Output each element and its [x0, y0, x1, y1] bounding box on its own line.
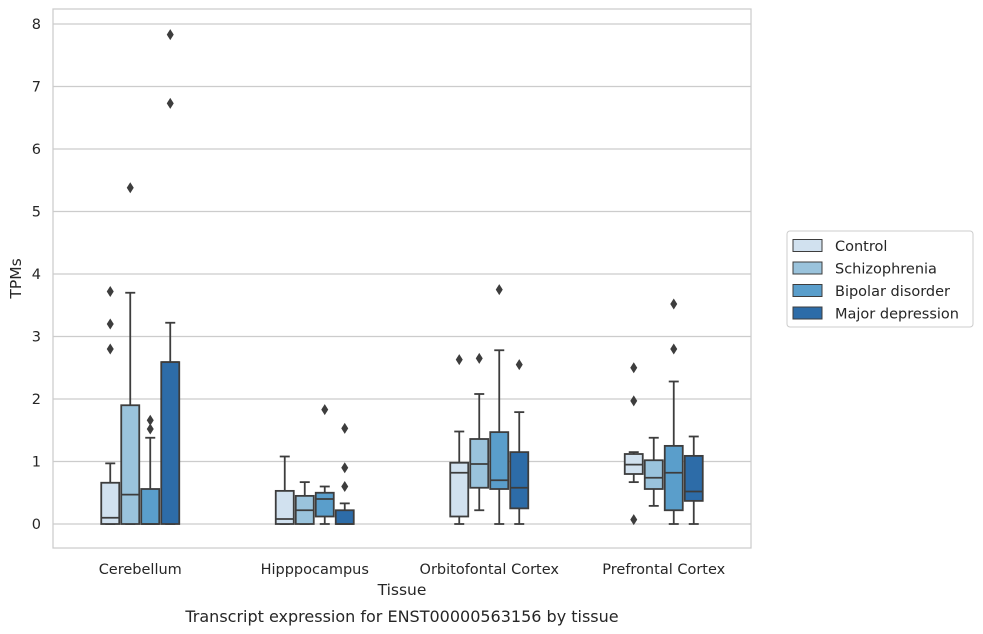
outlier-point	[341, 481, 349, 492]
box-cerebellum-control	[100, 286, 121, 525]
outlier-point	[670, 343, 678, 355]
outlier-point	[475, 352, 483, 364]
box-hipppocampus-major-depression	[334, 422, 355, 525]
box-orbitofontal-cortex-major-depression	[509, 359, 530, 525]
box-iqr	[314, 491, 335, 518]
outlier-point	[455, 354, 463, 366]
y-axis-title: TPMs	[7, 258, 25, 299]
outlier-point	[321, 404, 329, 416]
box-prefrontal-cortex-control	[623, 362, 644, 526]
box-cerebellum-schizophrenia	[120, 182, 141, 525]
y-tick-label: 6	[32, 142, 41, 158]
legend-frame	[786, 230, 974, 328]
legend-swatch	[792, 239, 823, 252]
outlier-point	[106, 343, 114, 355]
box-orbitofontal-cortex-schizophrenia	[469, 352, 490, 512]
outlier-point	[106, 318, 114, 330]
box-iqr	[100, 481, 121, 525]
y-tick-labels: 0 1 2 3 4 5 6 7 8	[32, 17, 41, 533]
legend-swatch	[792, 306, 823, 320]
box-iqr	[160, 361, 181, 525]
legend-swatch	[792, 261, 823, 275]
legend-label: Major depression	[835, 307, 959, 323]
x-tick-labels: Cerebellum Hipppocampus Orbitofontal Corte…	[99, 562, 726, 578]
outlier-point	[106, 286, 114, 297]
chart-caption: Transcript expression for ENST0000056315…	[184, 607, 618, 626]
outlier-point	[630, 514, 638, 526]
legend-swatch	[792, 284, 823, 297]
y-tick-label: 1	[32, 455, 41, 471]
y-tick-label: 7	[32, 80, 41, 96]
outlier-point	[146, 423, 154, 435]
box-cerebellum-major-depression	[160, 29, 181, 525]
outlier-point	[166, 29, 174, 41]
box-prefrontal-cortex-bipolar-disorder	[663, 298, 684, 525]
y-tick-label: 8	[32, 17, 41, 33]
outlier-point	[146, 414, 154, 426]
plot-frame	[52, 8, 752, 549]
outlier-point	[515, 359, 523, 371]
box-orbitofontal-cortex-bipolar-disorder	[489, 284, 510, 525]
box-iqr	[334, 509, 355, 525]
legend-label: Control	[835, 239, 887, 255]
outlier-point	[670, 298, 678, 310]
x-tick-label: Cerebellum	[99, 562, 182, 578]
outlier-point	[126, 182, 134, 194]
box-iqr	[489, 431, 510, 490]
box-iqr	[683, 454, 704, 502]
box-prefrontal-cortex-schizophrenia	[643, 436, 664, 507]
box-iqr	[509, 451, 530, 510]
outlier-point	[341, 462, 349, 474]
y-tick-label: 4	[32, 267, 41, 283]
box-hipppocampus-control	[274, 455, 295, 525]
y-tick-label: 3	[32, 330, 41, 346]
box-plots	[100, 29, 704, 526]
outlier-point	[630, 362, 638, 374]
outlier-point	[630, 395, 638, 407]
x-tick-label: Orbitofontal Cortex	[420, 562, 560, 578]
y-tick-label: 0	[32, 517, 41, 533]
outlier-point	[166, 97, 174, 109]
x-tick-label: Hipppocampus	[261, 562, 369, 578]
outlier-point	[341, 422, 349, 434]
box-prefrontal-cortex-major-depression	[683, 435, 704, 525]
x-tick-label: Prefrontal Cortex	[602, 562, 725, 578]
grid-lines	[53, 23, 751, 525]
legend-label: Bipolar disorder	[835, 284, 950, 300]
box-hipppocampus-schizophrenia	[294, 481, 315, 525]
box-cerebellum-bipolar-disorder	[140, 414, 161, 525]
box-iqr	[120, 404, 141, 525]
box-orbitofontal-cortex-control	[449, 354, 470, 525]
box-hipppocampus-bipolar-disorder	[314, 404, 335, 525]
box-iqr	[663, 444, 684, 512]
legend: Control Schizophrenia Bipolar disorder Majo…	[786, 230, 974, 328]
box-iqr	[140, 488, 161, 525]
y-tick-label: 2	[32, 392, 41, 408]
box-iqr	[643, 459, 664, 490]
legend-label: Schizophrenia	[835, 262, 937, 278]
outlier-point	[495, 284, 503, 296]
box-iqr	[449, 461, 470, 518]
x-axis-title: Tissue	[377, 581, 427, 599]
y-tick-label: 5	[32, 205, 41, 221]
box-iqr	[274, 489, 295, 525]
